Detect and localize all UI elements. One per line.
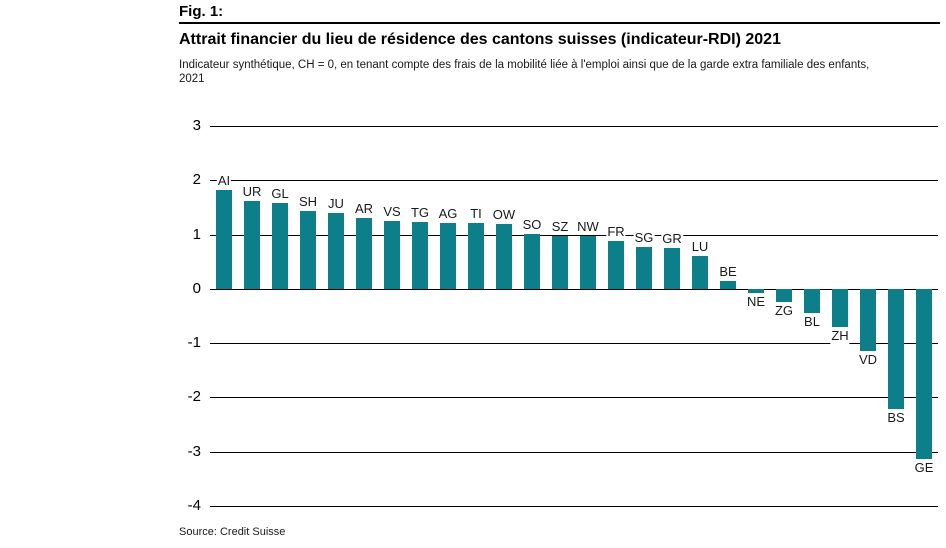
bar-label-AI: AI — [216, 173, 232, 190]
bar-label-GR: GR — [661, 231, 683, 248]
y-tick-label--1: -1 — [187, 334, 201, 352]
header-rule — [179, 22, 940, 24]
bar-AR — [356, 217, 372, 289]
bar-SG — [636, 246, 652, 289]
bar-VD — [860, 288, 876, 351]
bar-label-SO: SO — [521, 216, 543, 233]
bar-label-GE: GE — [913, 460, 935, 477]
y-tick-label--4: -4 — [187, 497, 201, 514]
bar-label-SZ: SZ — [550, 218, 570, 235]
bar-TI — [468, 223, 484, 289]
figure-subtitle-line-2: 2021 — [179, 73, 205, 85]
bar-label-BS: BS — [886, 410, 906, 427]
bar-LU — [692, 255, 708, 289]
bar-label-TI: TI — [469, 206, 483, 223]
bar-NE — [748, 288, 764, 294]
gridline--3 — [210, 451, 938, 453]
bar-OW — [496, 223, 512, 289]
bar-label-ZG: ZG — [773, 302, 795, 319]
bar-FR — [608, 241, 624, 289]
bar-AG — [440, 222, 456, 289]
bar-label-BL: BL — [803, 314, 821, 331]
bar-ZH — [832, 288, 848, 327]
bar-SZ — [552, 235, 568, 289]
bar-label-SG: SG — [633, 229, 655, 246]
y-tick-label--3: -3 — [187, 442, 201, 460]
bar-label-UR: UR — [241, 183, 263, 200]
bar-label-VS: VS — [382, 204, 402, 220]
bar-label-BE: BE — [718, 263, 738, 280]
y-tick-label-3: 3 — [192, 117, 201, 134]
bar-label-NE: NE — [745, 294, 767, 311]
bar-VS — [384, 221, 400, 289]
figure-title: Attrait financier du lieu de résidence d… — [179, 31, 781, 48]
bar-label-FR: FR — [606, 224, 626, 241]
bar-GR — [664, 248, 680, 289]
gridline-3 — [210, 126, 938, 127]
bar-chart: 3 2 1 0 -1 -2 -3 -4 AI UR GL SH JU AR VS TG AG TI OW SO SZ NW… — [188, 117, 938, 514]
bar-SO — [524, 233, 540, 289]
gridline--4 — [210, 506, 938, 507]
bar-ZG — [776, 288, 792, 302]
bar-GL — [272, 203, 288, 289]
figure-number: Fig. 1: — [179, 3, 224, 20]
bar-BE — [720, 280, 736, 289]
gridline--2 — [210, 397, 938, 399]
bar-NW — [580, 236, 596, 289]
gridline-0 — [210, 288, 938, 290]
bar-BS — [888, 288, 904, 410]
gridline-2 — [210, 180, 938, 182]
bar-GE — [916, 288, 932, 460]
bar-label-AR: AR — [353, 200, 375, 217]
source-note: Source: Credit Suisse — [179, 526, 286, 538]
figure-subtitle-line-1: Indicateur synthétique, CH = 0, en tenan… — [179, 59, 870, 71]
bar-TG — [412, 222, 428, 289]
bar-label-SH: SH — [297, 194, 319, 211]
bar-label-AG: AG — [437, 205, 459, 222]
bar-label-VD: VD — [857, 351, 879, 368]
bar-label-LU: LU — [690, 238, 710, 255]
y-tick-label-0: 0 — [192, 279, 201, 297]
y-tick-label-2: 2 — [192, 171, 201, 189]
gridline-1 — [210, 234, 938, 236]
bar-JU — [328, 212, 344, 289]
bar-label-NW: NW — [576, 219, 600, 236]
bar-label-ZH: ZH — [830, 327, 850, 344]
y-tick-label-1: 1 — [192, 225, 201, 243]
bar-label-OW: OW — [491, 206, 517, 223]
bar-AI — [216, 190, 232, 289]
bar-UR — [244, 200, 260, 289]
y-tick-label--2: -2 — [187, 388, 201, 406]
bar-BL — [804, 288, 820, 314]
bar-SH — [300, 211, 316, 289]
bar-label-JU: JU — [327, 195, 345, 212]
figure-subtitle: Indicateur synthétique, CH = 0, en tenan… — [179, 58, 869, 86]
bar-label-GL: GL — [270, 186, 290, 203]
bar-label-TG: TG — [409, 205, 431, 222]
gridline--1 — [210, 343, 938, 345]
